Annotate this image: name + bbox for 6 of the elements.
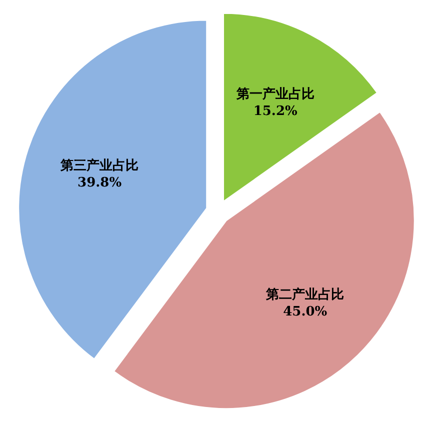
slice-label: 第三产业占比	[60, 158, 139, 174]
slice-label: 第二产业占比	[265, 286, 344, 302]
slice-label: 第一产业占比	[235, 86, 314, 102]
data-label: 15.2%	[253, 104, 298, 120]
data-label: 45.0%	[283, 304, 328, 320]
data-label: 39.8%	[78, 176, 122, 191]
